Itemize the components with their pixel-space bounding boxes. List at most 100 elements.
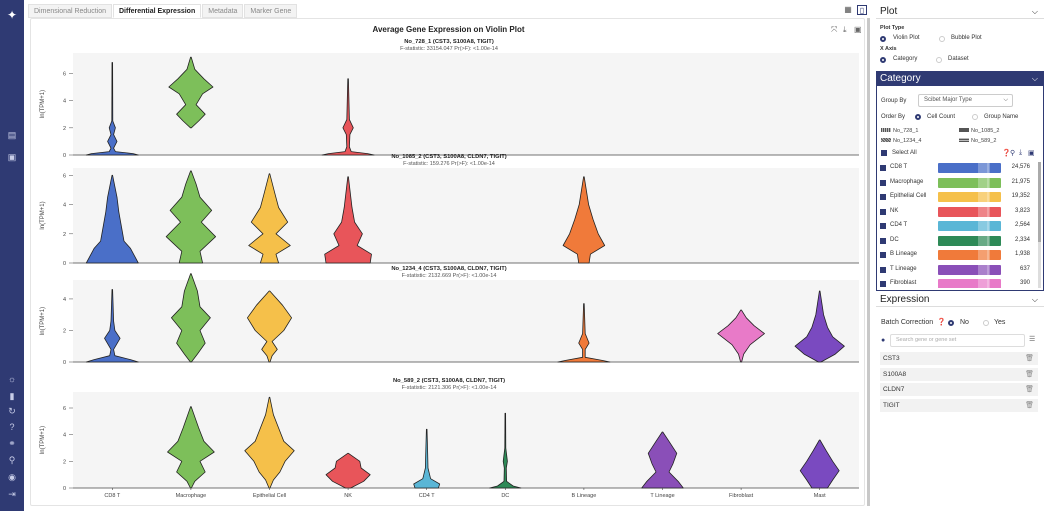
dataset-nav-icon[interactable]: ▤	[7, 130, 17, 140]
help-icon[interactable]: ❓	[937, 319, 946, 326]
category-checkbox[interactable]	[880, 208, 886, 215]
category-checkbox[interactable]	[880, 252, 886, 258]
gene-item[interactable]: S100A8 🗑	[880, 367, 1038, 381]
panel-toggle-icon[interactable]: ▯	[857, 5, 867, 15]
violin-nk[interactable]	[325, 452, 371, 489]
category-checkbox[interactable]	[880, 165, 886, 171]
share-icon[interactable]: ⚭	[8, 438, 16, 448]
category-option[interactable]: Category	[893, 56, 918, 62]
violin-b-lineage[interactable]	[562, 176, 606, 264]
search-icon[interactable]: ⚲	[1010, 150, 1016, 157]
violin-mast[interactable]	[799, 439, 840, 489]
batch-no-option[interactable]: No	[960, 319, 969, 326]
select-all-label[interactable]: Select All	[892, 150, 917, 156]
help-icon[interactable]: ❓	[1002, 150, 1011, 157]
chevron-down-icon[interactable]: ⌵	[1031, 295, 1038, 304]
list-icon[interactable]: ☰	[1029, 336, 1036, 343]
tab-dimensional-reduction[interactable]: Dimensional Reduction	[28, 4, 112, 18]
chevron-down-icon[interactable]: ⌵	[1031, 7, 1038, 16]
expression-panel-header[interactable]: Expression ⌵	[876, 292, 1044, 307]
trash-icon[interactable]: 🗑	[1025, 401, 1034, 409]
category-checkbox[interactable]	[880, 179, 886, 186]
category-checkbox[interactable]	[880, 266, 886, 273]
trash-icon[interactable]: 🗑	[1025, 386, 1034, 393]
violin-epithelial-cell[interactable]	[248, 173, 291, 264]
violin-nk[interactable]	[321, 78, 375, 156]
batch-yes-radio[interactable]	[983, 320, 989, 326]
category-item[interactable]: DC 2,334	[880, 235, 1030, 247]
category-item[interactable]: Epithelial Cell 19,352	[880, 191, 1030, 203]
save-icon[interactable]: ▣	[1028, 150, 1035, 157]
category-checkbox[interactable]	[880, 237, 886, 244]
violin-cd8-t[interactable]	[85, 174, 139, 264]
category-checkbox[interactable]	[880, 281, 886, 287]
category-item[interactable]: NK 3,823	[880, 206, 1030, 218]
violin-epithelial-cell[interactable]	[247, 290, 292, 363]
category-panel-header[interactable]: Category ⌵	[876, 71, 1044, 86]
bubble-plot-option[interactable]: Bubble Plot	[951, 35, 982, 41]
category-item[interactable]: Fibroblast 390	[880, 278, 1030, 288]
select-all-checkbox[interactable]	[881, 150, 887, 156]
violin-macrophage[interactable]	[171, 273, 211, 363]
chevron-down-icon[interactable]: ⌵	[1031, 74, 1038, 83]
plot-scrollbar[interactable]	[867, 18, 870, 506]
group-name-radio[interactable]	[972, 114, 978, 120]
category-item[interactable]: B Lineage 1,938	[880, 249, 1030, 261]
violin-cd4-t[interactable]	[413, 428, 441, 489]
category-item[interactable]: T Lineage 637	[880, 264, 1030, 276]
app-logo-icon[interactable]: ✦	[6, 8, 18, 22]
violin-plot-radio[interactable]	[880, 36, 886, 42]
tab-marker-gene[interactable]: Marker Gene	[244, 4, 298, 18]
dataset-option[interactable]: Dataset	[948, 56, 969, 62]
trash-icon[interactable]: 🗑	[1025, 370, 1034, 378]
violin-macrophage[interactable]	[165, 170, 216, 264]
plot-panel-header[interactable]: Plot ⌵	[876, 4, 1044, 19]
category-item[interactable]: CD4 T 2,564	[880, 220, 1030, 232]
dataset-radio[interactable]	[936, 57, 942, 63]
tab-differential-expression[interactable]: Differential Expression	[112, 4, 202, 18]
violin-macrophage[interactable]	[168, 56, 214, 129]
gene-search-input[interactable]: Search gene or gene set	[890, 334, 1025, 347]
group-by-select[interactable]: Scibet Major Type ⌵	[918, 94, 1013, 107]
save-image-icon[interactable]: ▣	[854, 25, 862, 34]
category-checkbox[interactable]	[880, 223, 886, 229]
bubble-plot-radio[interactable]	[939, 36, 945, 42]
category-list-scrollbar[interactable]	[1038, 162, 1041, 288]
cell-count-option[interactable]: Cell Count	[927, 114, 956, 120]
category-item[interactable]: CD8 T 24,576	[880, 162, 1030, 174]
violin-cd8-t[interactable]	[85, 289, 139, 363]
report-nav-icon[interactable]: ▣	[7, 152, 17, 162]
download-icon[interactable]: ⤓	[843, 25, 847, 34]
logout-icon[interactable]: ⇥	[8, 489, 16, 499]
gene-item[interactable]: TIGIT 🗑	[880, 398, 1038, 412]
location-icon[interactable]: ◉	[8, 472, 16, 482]
gene-item[interactable]: CST3 🗑	[880, 352, 1038, 365]
zoom-reset-icon[interactable]: ⤧	[831, 25, 838, 34]
tab-metadata[interactable]: Metadata	[202, 4, 244, 18]
cell-count-radio[interactable]	[915, 114, 921, 120]
batch-yes-option[interactable]: Yes	[994, 319, 1006, 326]
category-item[interactable]: Macrophage 21,975	[880, 177, 1030, 189]
help-icon[interactable]: ?	[9, 422, 15, 432]
gene-item[interactable]: CLDN7 🗑	[880, 383, 1038, 396]
violin-nk[interactable]	[324, 176, 372, 264]
settings-icon[interactable]: ☼	[7, 374, 17, 384]
violin-plot-option[interactable]: Violin Plot	[893, 35, 920, 41]
refresh-icon[interactable]: ↻	[8, 406, 16, 416]
document-icon[interactable]: ▮	[9, 391, 15, 401]
download-icon[interactable]: ⤓	[1019, 149, 1023, 156]
violin-macrophage[interactable]	[167, 406, 215, 489]
group-name-option[interactable]: Group Name	[984, 114, 1019, 120]
category-radio[interactable]	[880, 57, 886, 63]
violin-cd8-t[interactable]	[85, 62, 139, 156]
violin-fibroblast[interactable]	[717, 309, 765, 363]
search-nav-icon[interactable]: ⚲	[8, 455, 16, 465]
batch-no-radio[interactable]	[948, 320, 954, 326]
table-view-icon[interactable]: ▦	[844, 5, 852, 14]
violin-dc[interactable]	[489, 412, 522, 489]
violin-t-lineage[interactable]	[641, 431, 684, 489]
violin-epithelial-cell[interactable]	[244, 396, 295, 489]
category-checkbox[interactable]	[880, 194, 886, 200]
violin-b-lineage[interactable]	[557, 303, 611, 363]
violin-mast[interactable]	[794, 290, 845, 363]
